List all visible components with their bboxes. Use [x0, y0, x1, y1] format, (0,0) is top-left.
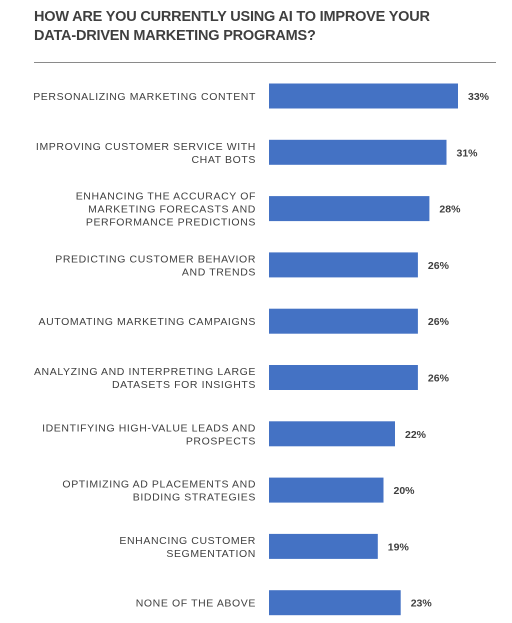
bar-value-label: 31%: [457, 147, 479, 159]
category-label: PREDICTING CUSTOMER BEHAVIOR AND TRENDS: [55, 253, 256, 278]
bar-value-label: 26%: [428, 373, 450, 385]
bar: [269, 421, 395, 447]
bar: [269, 590, 401, 616]
category-label: ANALYZING AND INTERPRETING LARGE DATASETS…: [34, 366, 256, 391]
category-label: ENHANCING CUSTOMER SEGMENTATION: [119, 535, 256, 560]
bar: [269, 252, 418, 278]
bar-value-label: 23%: [411, 598, 433, 610]
bar: [269, 83, 458, 109]
category-label: NONE OF THE ABOVE: [136, 598, 256, 610]
bar: [269, 477, 384, 503]
bar: [269, 308, 418, 334]
category-label: OPTIMIZING AD PLACEMENTS AND BIDDING STRA…: [62, 479, 256, 504]
bar: [269, 196, 430, 222]
category-label: IDENTIFYING HIGH-VALUE LEADS AND PROSPECT…: [42, 422, 256, 447]
bar-value-label: 20%: [394, 485, 416, 497]
category-label: PERSONALIZING MARKETING CONTENT: [33, 91, 256, 103]
bar: [269, 533, 378, 559]
chart-title: HOW ARE YOU CURRENTLY USING AI TO IMPROV…: [34, 9, 430, 44]
bar-value-label: 22%: [405, 429, 427, 441]
bar-value-label: 26%: [428, 260, 450, 272]
bar: [269, 365, 418, 390]
category-label: AUTOMATING MARKETING CAMPAIGNS: [38, 316, 256, 328]
bar-value-label: 28%: [439, 204, 461, 216]
category-label: ENHANCING THE ACCURACY OF MARKETING FOREC…: [76, 191, 256, 229]
bar-value-label: 26%: [428, 316, 450, 328]
bar: [269, 139, 447, 165]
title-divider: [34, 62, 496, 63]
bar-value-label: 33%: [468, 91, 490, 103]
category-label: IMPROVING CUSTOMER SERVICE WITH CHAT BOTS: [36, 141, 256, 166]
bar-value-label: 19%: [388, 541, 410, 553]
